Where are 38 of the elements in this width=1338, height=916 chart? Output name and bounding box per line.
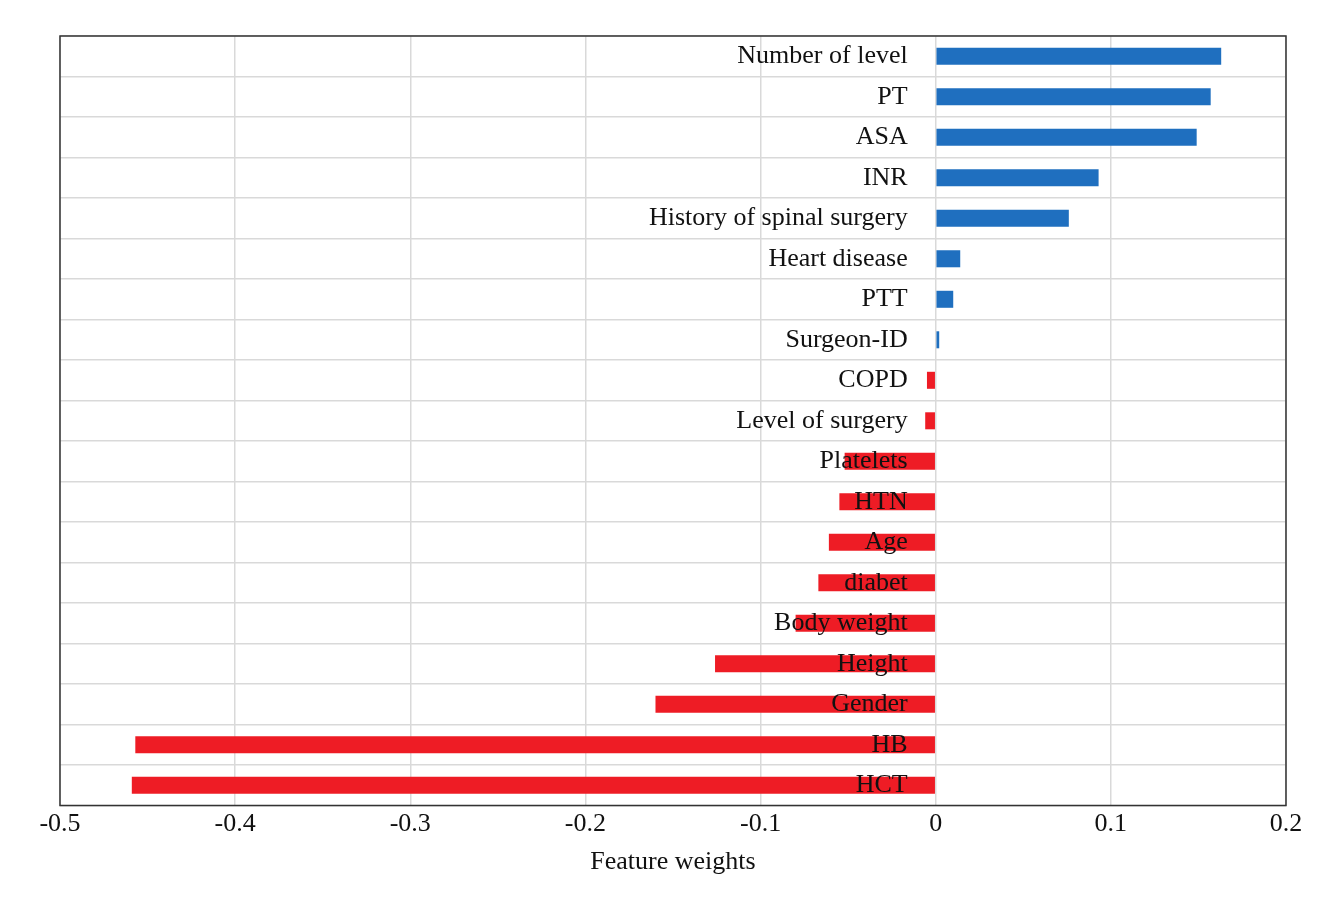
y-tick-label: COPD (838, 364, 908, 394)
x-tick-label: -0.1 (739, 808, 782, 838)
y-tick-label: HB (871, 728, 908, 758)
bar (926, 371, 935, 389)
y-tick-label: PTT (861, 283, 908, 313)
x-tick-label: 0.1 (1094, 808, 1128, 838)
y-tick-label: diabet (844, 566, 909, 596)
y-tick-label: HTN (854, 485, 908, 515)
y-tick-label: HCT (855, 769, 908, 799)
y-tick-label: Heart disease (768, 242, 908, 272)
y-tick-label: History of spinal surgery (648, 202, 908, 232)
x-tick-label: -0.3 (389, 808, 431, 838)
y-tick-label: ASA (855, 121, 908, 151)
bar (925, 412, 935, 430)
bar (936, 88, 1211, 106)
x-tick-label: -0.4 (214, 808, 256, 838)
y-tick-label: Number of level (737, 40, 908, 70)
x-tick-label: 0.2 (1269, 808, 1303, 838)
bar (936, 47, 1222, 65)
bar (936, 169, 1099, 187)
x-tick-label: -0.2 (564, 808, 607, 838)
y-tick-label: Surgeon-ID (785, 323, 908, 353)
x-tick-label: -0.5 (39, 808, 81, 838)
x-tick-label: 0 (929, 808, 943, 838)
bar (936, 290, 954, 308)
bar (135, 736, 935, 754)
y-tick-label: Age (864, 526, 908, 556)
bar (131, 776, 935, 794)
y-tick-label: PT (877, 80, 908, 110)
y-tick-label: INR (862, 161, 909, 191)
y-tick-label: Gender (831, 688, 909, 718)
y-tick-label: Height (836, 647, 909, 677)
bar (936, 331, 940, 349)
bar (936, 209, 1069, 227)
y-tick-label: Level of surgery (736, 404, 908, 434)
x-axis-title: Feature weights (590, 846, 756, 876)
bar (936, 250, 961, 268)
bar (936, 128, 1197, 146)
